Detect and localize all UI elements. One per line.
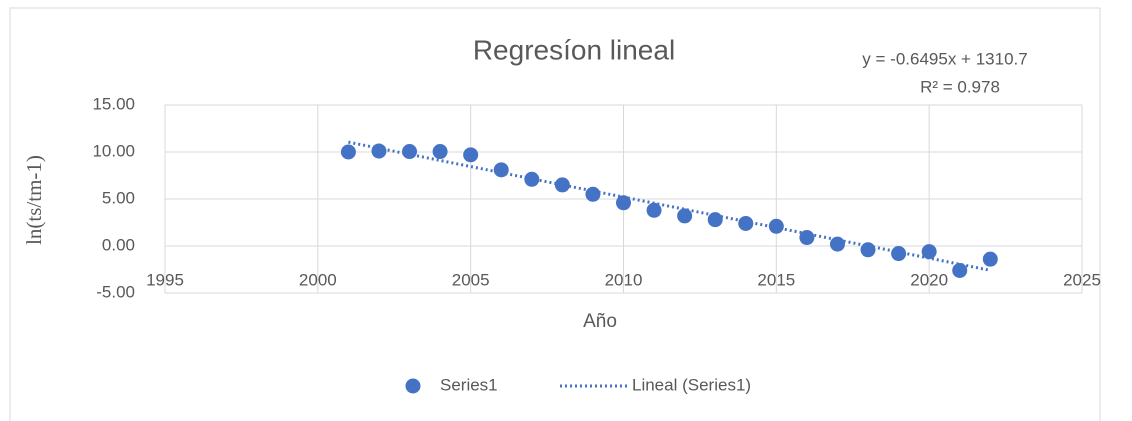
x-tick-label: 2005	[452, 270, 490, 289]
chart-title: Regresíon lineal	[473, 34, 675, 65]
point	[952, 262, 968, 278]
x-tick-label: 2020	[910, 270, 948, 289]
trend-equation: y = -0.6495x + 1310.7	[862, 49, 1027, 68]
chart-frame	[9, 7, 1101, 421]
legend-label: Lineal (Series1)	[632, 375, 751, 394]
point	[432, 144, 448, 160]
point	[768, 218, 784, 234]
y-axis-title: ln(ts/tm-1)	[22, 155, 46, 245]
trend-r2: R² = 0.978	[920, 77, 1000, 96]
point	[524, 171, 540, 187]
y-tick-label: -5.00	[96, 282, 135, 301]
point	[371, 143, 387, 159]
point	[402, 144, 418, 160]
point	[493, 162, 509, 178]
point	[982, 251, 998, 267]
point	[463, 147, 479, 163]
point	[891, 246, 907, 262]
trendline	[348, 140, 991, 272]
x-tick-label: 2015	[757, 270, 795, 289]
y-tick-label: 0.00	[102, 235, 135, 254]
point	[585, 186, 601, 202]
legend-label: Series1	[440, 375, 498, 394]
point	[829, 236, 845, 252]
point	[860, 242, 876, 258]
point	[554, 177, 570, 193]
point	[677, 208, 693, 224]
x-tick-label: 1995	[146, 270, 184, 289]
point	[707, 212, 723, 228]
y-tick-label: 15.00	[92, 94, 135, 113]
point	[340, 144, 356, 160]
point	[616, 195, 631, 211]
x-tick-label: 2010	[605, 270, 643, 289]
point	[921, 244, 937, 260]
point	[799, 230, 815, 246]
y-tick-label: 10.00	[92, 141, 135, 160]
x-tick-label: 2025	[1063, 270, 1101, 289]
point	[646, 202, 662, 218]
y-tick-label: 5.00	[102, 188, 135, 207]
x-tick-label: 2000	[299, 270, 337, 289]
legend-marker	[405, 378, 421, 394]
x-axis-title: Año	[583, 311, 617, 332]
point	[738, 215, 754, 231]
